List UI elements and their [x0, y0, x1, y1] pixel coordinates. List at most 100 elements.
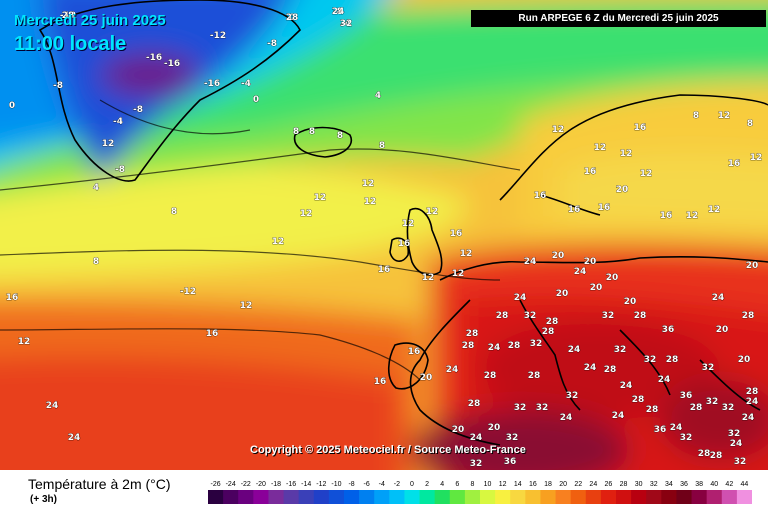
temperature-label: -16 [164, 59, 180, 69]
temperature-label: 24 [560, 413, 573, 423]
temperature-label: 28 [666, 355, 679, 365]
temperature-label: 8 [379, 141, 385, 151]
temperature-label: 20 [420, 373, 433, 383]
temperature-label: 20 [616, 185, 629, 195]
temperature-label: 16 [534, 191, 547, 201]
temperature-label: 32 [728, 429, 741, 439]
copyright-notice: Copyright © 2025 Meteociel.fr / Source M… [250, 444, 526, 456]
temperature-label: 20 [590, 283, 603, 293]
temperature-label: 28 [286, 13, 299, 23]
temperature-label: 12 [640, 169, 653, 179]
temperature-label: 16 [408, 347, 421, 357]
temperature-label: 12 [686, 211, 699, 221]
temperature-label: 20 [488, 423, 501, 433]
temperature-label: 36 [504, 457, 517, 467]
scale-swatch [631, 490, 647, 504]
scale-tick-label: -20 [256, 481, 266, 488]
temperature-label: 24 [712, 293, 725, 303]
temperature-label: 28 [466, 329, 479, 339]
temperature-label: -12 [60, 11, 76, 21]
scale-tick-label: -26 [210, 481, 220, 488]
temperature-label: 8 [747, 119, 753, 129]
temperature-label: 28 [468, 399, 481, 409]
temperature-label: 24 [524, 257, 537, 267]
temperature-label: 12 [362, 179, 375, 189]
scale-tick-label: 2 [425, 481, 429, 488]
temperature-label: -8 [115, 165, 125, 175]
temperature-label: 0 [9, 101, 15, 111]
temperature-label: 28 [746, 387, 759, 397]
forecast-date: Mercredi 25 juin 2025 [14, 12, 166, 29]
temperature-label: 16 [378, 265, 391, 275]
temperature-label: 24 [446, 365, 459, 375]
temperature-label: -4 [241, 79, 251, 89]
temperature-label: 32 [340, 19, 353, 29]
scale-swatch [721, 490, 738, 504]
temperature-label: 16 [634, 123, 647, 133]
scale-tick-label: 12 [499, 481, 507, 488]
scale-swatch [253, 490, 269, 504]
scale-tick-label: -22 [241, 481, 251, 488]
temperature-label: 28 [62, 11, 75, 21]
temperature-label: 20 [606, 273, 619, 283]
temperature-label: 32 [602, 311, 615, 321]
temperature-label: 24 [68, 433, 81, 443]
temperature-label: 8 [171, 207, 177, 217]
temperature-label: -16 [204, 79, 220, 89]
temperature-label: 8 [337, 131, 343, 141]
temperature-field [0, 0, 768, 470]
temperature-label: 24 [742, 413, 755, 423]
temperature-label: 12 [426, 207, 439, 217]
temperature-label: 16 [568, 205, 581, 215]
temperature-label: 20 [746, 261, 759, 271]
color-scale: -26 -24 -22 -20 -18 -16 -14 -12 -10 -8 -6 -4 -2 0 2 4 6 8… [208, 481, 752, 504]
scale-tick-label: 38 [695, 481, 703, 488]
temperature-label: 32 [524, 311, 537, 321]
temperature-label: 28 [546, 317, 559, 327]
scale-tick-label: 26 [605, 481, 613, 488]
temperature-label: 20 [716, 325, 729, 335]
temperature-label: -16 [146, 53, 162, 63]
temperature-label: 0 [289, 13, 295, 23]
temperature-label: 16 [584, 167, 597, 177]
scale-tick-label: -8 [348, 481, 354, 488]
scale-tick-label: -14 [301, 481, 311, 488]
temperature-label: 4 [375, 91, 381, 101]
temperature-label: 24 [488, 343, 501, 353]
temperature-label: 24 [612, 411, 625, 421]
temperature-label: 12 [460, 249, 473, 259]
scale-tick-label: 24 [589, 481, 597, 488]
scale-tick-label: -10 [331, 481, 341, 488]
scale-tick-label: 20 [559, 481, 567, 488]
temperature-label: 12 [422, 273, 435, 283]
scale-tick-label: 10 [484, 481, 492, 488]
forecast-time: 11:00 locale [14, 33, 127, 55]
scale-swatch [238, 490, 254, 504]
temperature-label: 20 [452, 425, 465, 435]
scale-tick-label: 14 [514, 481, 522, 488]
run-info: Run ARPEGE 6 Z du Mercredi 25 juin 2025 [471, 10, 766, 27]
temperature-label: -8 [333, 7, 343, 17]
temperature-label: 20 [738, 355, 751, 365]
temperature-label: 32 [614, 345, 627, 355]
temperature-label: 12 [272, 237, 285, 247]
temperature-label: 12 [300, 209, 313, 219]
temperature-label: 16 [660, 211, 673, 221]
temperature-label: 16 [598, 203, 611, 213]
scale-swatch [298, 490, 315, 504]
scale-swatch [223, 490, 239, 504]
temperature-label: 32 [644, 355, 657, 365]
temperature-label: 0 [253, 95, 259, 105]
scale-tick-label: 32 [650, 481, 658, 488]
scale-swatch [389, 490, 405, 504]
scale-tick-label: -24 [226, 481, 236, 488]
scale-swatch [208, 490, 224, 504]
scale-tick-label: 36 [680, 481, 688, 488]
scale-swatch [495, 490, 511, 504]
scale-swatch [344, 490, 360, 504]
temperature-label: 16 [728, 159, 741, 169]
isotherms [0, 99, 521, 381]
scale-tick-label: -18 [271, 481, 281, 488]
legend-subtitle: (+ 3h) [30, 494, 57, 505]
